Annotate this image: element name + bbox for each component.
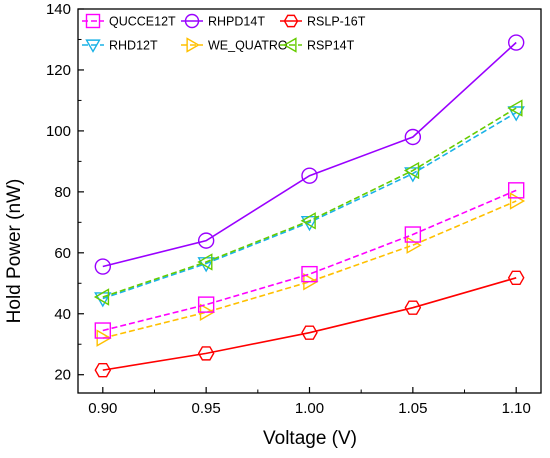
y-tick-label: 80: [54, 184, 71, 201]
rsp14t-point: [507, 99, 523, 117]
qucce12t-point: [94, 322, 112, 339]
x-tick-label: 1.00: [295, 400, 324, 417]
rhpd14t-line: [102, 41, 517, 268]
rsp14t-point: [300, 212, 316, 230]
rsp14t-point: [93, 288, 110, 306]
x-tick-label: 1.10: [502, 400, 531, 417]
legend-marker: [184, 13, 200, 29]
legend: QUCCE12T RHPD14T RSLP-16T RHD12T WE_QUATRO RS…: [82, 13, 366, 53]
rhd12t-line: [102, 111, 517, 300]
rslp-16t-point: [94, 362, 112, 378]
y-tick-label: 120: [46, 62, 71, 79]
rslp-16t-point: [197, 346, 215, 361]
rhpd14t-point: [301, 167, 318, 184]
legend-item-we-quatro: WE_QUATRO: [181, 37, 288, 53]
series-rhd12t: [94, 106, 525, 308]
legend-marker: [283, 37, 297, 53]
x-tick-label: 1.05: [398, 400, 427, 417]
legend-item-rslp-16t: RSLP-16T: [280, 15, 366, 29]
y-tick-label: 100: [46, 123, 71, 140]
qucce12t-line: [102, 189, 517, 332]
rslp-16t-point: [301, 325, 318, 340]
legend-item-rsp14t: RSP14T: [280, 37, 355, 53]
legend-item-rhpd14t: RHPD14T: [181, 13, 265, 29]
rhpd14t-point: [404, 128, 422, 146]
rslp-16t-point: [507, 270, 525, 285]
rhpd14t-point: [507, 34, 525, 51]
series-rslp-16t: [94, 270, 525, 378]
y-tick-label: 140: [46, 1, 71, 18]
legend-label: RHD12T: [109, 39, 158, 53]
legend-label: RHPD14T: [208, 15, 265, 29]
y-tick-label: 60: [54, 245, 71, 262]
rsp14t-point: [403, 161, 420, 180]
rsp14t-point: [197, 253, 213, 271]
rsp14t-line: [102, 107, 517, 298]
we-quatro-point: [509, 192, 526, 210]
axes-layer: 20 40 60 80 100 120 140 0.90 0.95 1.00 1.05 1.10: [46, 1, 542, 417]
qucce12t-point: [197, 296, 215, 313]
we-quatro-line: [102, 200, 517, 339]
x-axis-title: Voltage (V): [263, 428, 357, 449]
rhpd14t-point: [94, 258, 112, 275]
legend-label: QUCCE12T: [109, 15, 176, 29]
legend-label: RSP14T: [307, 39, 355, 53]
plot-layer: [93, 34, 526, 378]
rhd12t-point: [404, 167, 422, 183]
series-qucce12t: [94, 182, 525, 339]
plot-frame: [77, 8, 542, 394]
rslp-16t-line: [102, 277, 517, 371]
rhpd14t-point: [197, 232, 215, 249]
qucce12t-point: [404, 226, 422, 243]
legend-label: RSLP-16T: [307, 15, 366, 29]
legend-label: WE_QUATRO: [208, 39, 288, 53]
qucce12t-point: [507, 182, 525, 199]
rhd12t-point: [507, 106, 525, 122]
legend-item-rhd12t: RHD12T: [82, 39, 158, 53]
series-rhpd14t: [94, 34, 525, 275]
qucce12t-point: [301, 265, 318, 283]
legend-item-qucce12t: QUCCE12T: [82, 13, 176, 29]
x-tick-label: 0.90: [88, 400, 117, 417]
series-rsp14t: [93, 99, 523, 306]
rslp-16t-point: [404, 300, 422, 315]
y-tick-label: 20: [54, 367, 71, 384]
legend-marker: [283, 14, 299, 28]
x-tick-label: 0.95: [192, 400, 221, 417]
y-tick-label: 40: [54, 306, 71, 323]
y-axis-title: Hold Power (nW): [4, 179, 25, 324]
legend-marker: [85, 13, 101, 29]
legend-marker: [186, 37, 200, 53]
legend-marker: [85, 39, 101, 53]
